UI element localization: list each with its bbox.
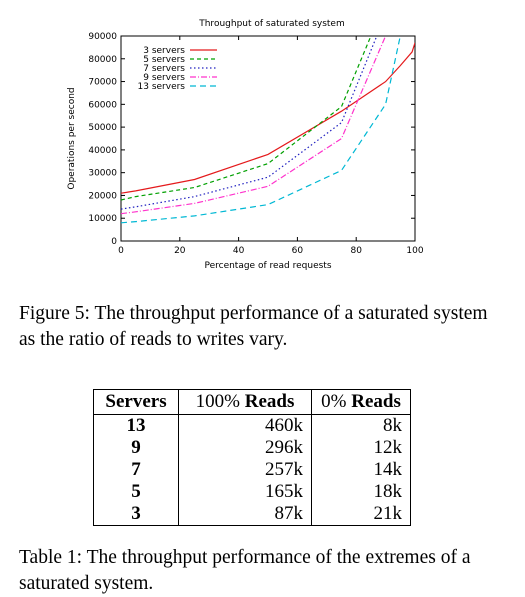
table-row: 9 296k 12k	[93, 437, 411, 459]
y-tick-label: 70000	[88, 78, 117, 88]
table-row: 7 257k 14k	[93, 459, 411, 481]
reads-0-cell: 8k	[311, 414, 411, 437]
table-header-row: Servers 100% Reads 0% Reads	[93, 389, 411, 415]
series-line-1	[121, 42, 415, 194]
plot-frame	[120, 35, 416, 242]
y-tick-label: 10000	[88, 214, 117, 224]
servers-cell: 3	[93, 503, 179, 526]
reads-0-cell: 12k	[311, 437, 411, 459]
servers-cell: 5	[93, 481, 179, 503]
x-tick-label: 0	[118, 246, 124, 256]
reads-100-cell: 87k	[178, 503, 312, 526]
header-100-reads: 100% Reads	[178, 389, 312, 415]
y-tick-label: 60000	[88, 100, 117, 110]
reads-0-cell: 21k	[311, 503, 411, 526]
y-tick-label: 50000	[88, 123, 117, 133]
table-row: 5 165k 18k	[93, 481, 411, 503]
reads-0-cell: 18k	[311, 481, 411, 503]
y-tick-label: 30000	[88, 169, 117, 179]
y-axis-label: Operations per second	[67, 87, 77, 189]
x-axis-label: Percentage of read requests	[204, 261, 331, 271]
legend-label: 5 servers	[143, 55, 185, 65]
legend-label: 7 servers	[143, 64, 185, 74]
throughput-table: Servers 100% Reads 0% Reads 13 460k 8k 9…	[93, 389, 411, 526]
y-tick-label: 90000	[88, 32, 117, 42]
legend-label: 3 servers	[143, 46, 185, 56]
reads-0-cell: 14k	[311, 459, 411, 481]
throughput-chart: 0 20 40 60 80 100 0 10000 20000 30000 40000 50000 60…	[67, 19, 424, 271]
y-tick-label: 0	[111, 237, 117, 247]
chart-title: Throughput of saturated system	[198, 19, 345, 29]
servers-cell: 9	[93, 437, 179, 459]
series-line-3	[121, 36, 378, 210]
y-tick-label: 80000	[88, 55, 117, 65]
reads-100-cell: 296k	[178, 437, 312, 459]
legend-label: 9 servers	[143, 73, 185, 83]
x-tick-label: 60	[292, 246, 304, 256]
x-tick-label: 40	[233, 246, 245, 256]
x-tick-label: 20	[174, 246, 186, 256]
reads-100-cell: 257k	[178, 459, 312, 481]
series-line-5	[121, 36, 401, 224]
header-servers: Servers	[93, 389, 179, 415]
x-tick-label: 100	[406, 246, 423, 256]
reads-100-cell: 165k	[178, 481, 312, 503]
table-caption: Table 1: The throughput performance of t…	[19, 547, 471, 594]
reads-100-cell: 460k	[178, 414, 312, 437]
figure-caption: Figure 5: The throughput performance of …	[19, 303, 488, 350]
y-tick-label: 40000	[88, 146, 117, 156]
servers-cell: 7	[93, 459, 179, 481]
y-tick-label: 20000	[88, 191, 117, 201]
legend-label: 13 servers	[138, 82, 186, 92]
x-tick-label: 80	[350, 246, 362, 256]
table-row: 3 87k 21k	[93, 503, 411, 526]
header-0-reads: 0% Reads	[311, 389, 411, 415]
series-line-4	[121, 36, 387, 215]
servers-cell: 13	[93, 414, 179, 437]
series-line-2	[121, 36, 372, 201]
table-row: 13 460k 8k	[93, 414, 411, 437]
